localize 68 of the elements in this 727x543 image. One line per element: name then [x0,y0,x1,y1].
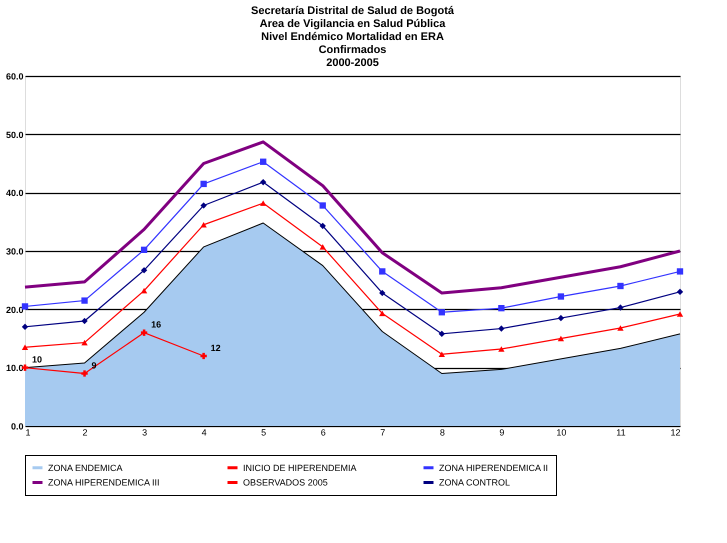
legend-label: ZONA HIPERENDEMICA II [439,462,548,473]
legend-label: OBSERVADOS 2005 [243,478,328,488]
x-tick-label: 5 [261,428,266,438]
point [22,324,28,330]
line-series [24,140,682,294]
point [140,330,148,336]
point [438,352,445,357]
point [320,202,326,209]
y-tick-label: 40.0 [6,188,24,198]
y-tick-label: 60.0 [6,72,24,82]
point [676,311,684,317]
point [200,222,207,228]
x-tick-label: 6 [320,428,326,438]
legend-label: INICIO DE HIPERENDEMIA [243,462,357,473]
point [379,268,386,275]
point [558,314,564,322]
point [438,330,445,337]
x-tick-label: 4 [202,428,207,438]
point [498,305,505,312]
y-tick-label: 20.0 [6,304,24,315]
point [676,288,684,295]
x-tick-label: 9 [499,428,504,438]
point [22,344,28,350]
point [200,352,207,360]
point [676,268,684,275]
y-tick-label: 10.0 [6,363,24,374]
legend-label: ZONA ENDEMICA [48,462,123,473]
y-tick-label: 50.0 [6,130,24,140]
point [81,340,88,346]
point [558,336,564,342]
point [140,267,148,274]
point [200,180,207,188]
point [260,158,266,165]
x-tick-label: 8 [440,428,445,438]
point [200,202,207,209]
point [140,288,148,294]
point [498,346,505,352]
point [498,325,505,332]
chart-title: Secretaría Distrital de Salud de Bogotá Area de Vigilancia en Salud Pública Nivel Endémico Mortalidad en ERA Confirmados 2000-2005 [251,5,455,69]
x-tick-label: 3 [142,428,148,438]
point [260,200,266,206]
point [81,318,88,324]
point [617,304,624,311]
y-tick-label: 0.0 [10,422,24,432]
data-label: 12 [210,343,221,353]
point [260,179,266,186]
x-tick-label: 7 [380,428,386,438]
point [558,293,564,300]
point [379,290,386,296]
x-tick-label: 1 [26,428,31,438]
point [81,297,88,304]
point [379,310,386,316]
x-tick-label: 12 [670,428,680,438]
x-tick-label: 11 [616,428,626,438]
point [81,370,88,377]
y-tick-label: 30.0 [6,246,24,256]
point [617,325,624,331]
point [320,244,326,250]
x-tick-label: 2 [82,428,88,438]
x-tick-label: 10 [556,428,566,438]
legend-label: ZONA CONTROL [439,478,510,488]
data-label: 10 [32,354,42,365]
point [140,246,148,253]
point [320,222,326,230]
point [438,309,445,316]
point [617,282,624,290]
data-label: 16 [151,320,162,330]
legend-label: ZONA HIPERENDEMICA III [48,478,160,488]
